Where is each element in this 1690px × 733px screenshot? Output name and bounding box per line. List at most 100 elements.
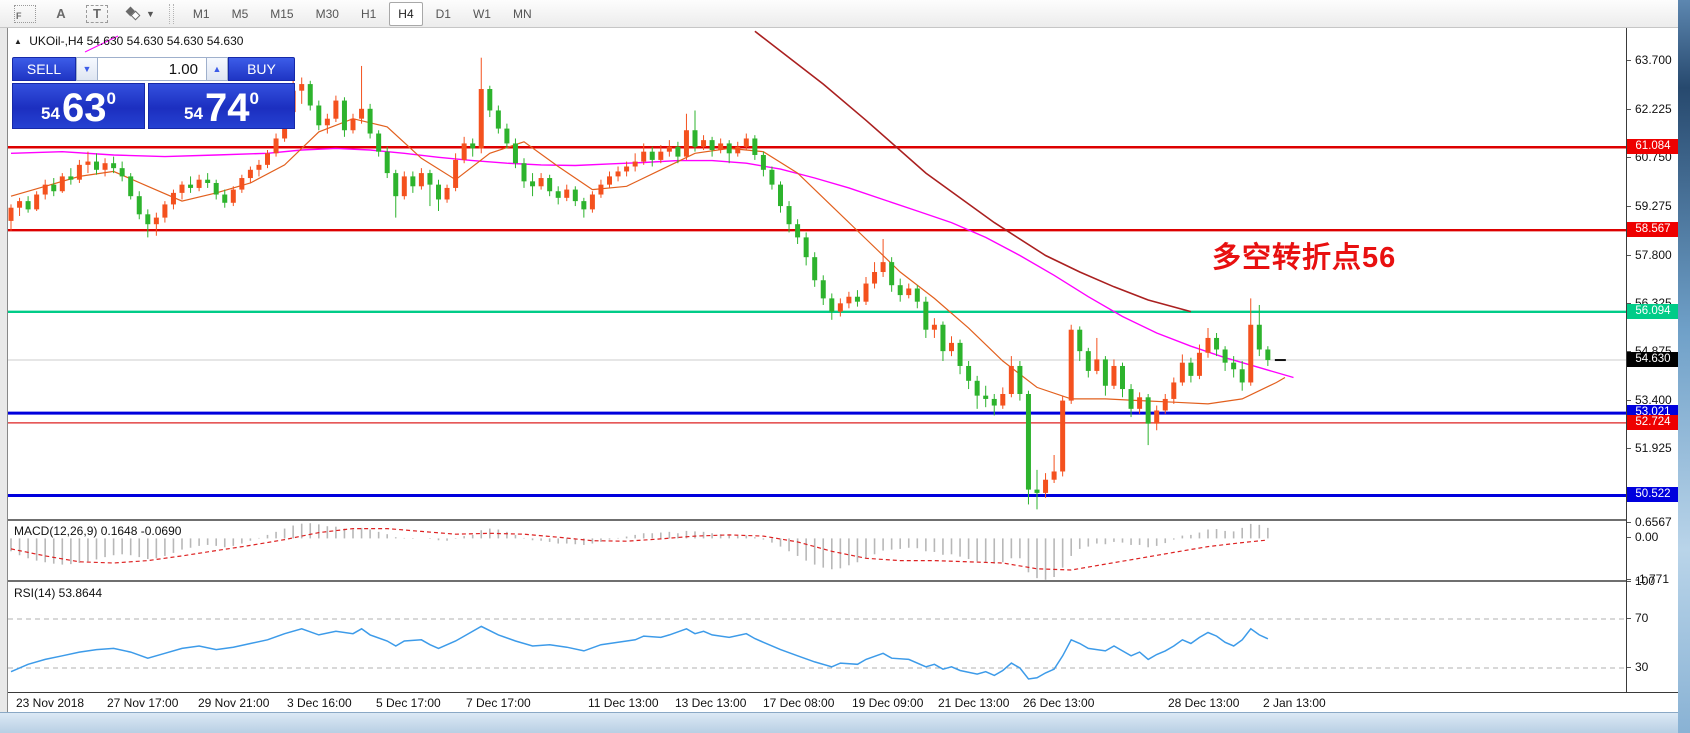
volume-input[interactable] xyxy=(98,57,206,81)
candle-body xyxy=(8,207,14,221)
candle-body xyxy=(1000,393,1006,406)
pane-separator[interactable] xyxy=(8,580,1626,582)
collapse-panel-icon[interactable]: ▲ xyxy=(14,37,22,46)
time-axis-label: 19 Dec 09:00 xyxy=(852,696,924,710)
candle-body xyxy=(418,173,424,187)
rsi-axis-label: 30 xyxy=(1627,660,1679,675)
candle-body xyxy=(931,324,937,330)
candle-body xyxy=(658,151,664,160)
candle-body xyxy=(846,296,852,304)
candle-body xyxy=(376,133,382,152)
candle-body xyxy=(1043,479,1049,493)
volume-increase-button[interactable]: ▲ xyxy=(206,57,228,81)
buy-price-prefix: 54 xyxy=(184,104,203,123)
candle-body xyxy=(974,380,980,396)
text-label-icon[interactable]: T xyxy=(86,4,108,23)
candle-body xyxy=(803,237,809,258)
candle-body xyxy=(136,196,142,215)
candle-body xyxy=(786,206,792,225)
time-axis-label: 2 Jan 13:00 xyxy=(1263,696,1326,710)
tab-timeframe-D1[interactable]: D1 xyxy=(435,6,451,21)
time-axis-label: 21 Dec 13:00 xyxy=(938,696,1010,710)
candle-body xyxy=(17,201,23,208)
candle-body xyxy=(1196,352,1202,376)
candle-body xyxy=(256,164,262,170)
annotation-text: 多空转折点56 xyxy=(1212,242,1397,274)
time-axis-label: 27 Nov 17:00 xyxy=(107,696,179,710)
candle-body xyxy=(966,365,972,381)
pane-separator[interactable] xyxy=(8,519,1626,521)
candle-body xyxy=(897,285,903,296)
candle-body xyxy=(213,182,219,195)
candle-body xyxy=(85,161,91,165)
candle-body xyxy=(1222,349,1228,363)
dropdown-caret-icon[interactable]: ▼ xyxy=(146,8,155,19)
candle-body xyxy=(34,194,40,210)
chart-plot-area[interactable] xyxy=(8,28,1626,692)
candle-body xyxy=(683,130,689,157)
price-badge: 58.567 xyxy=(1627,222,1679,238)
ma-slow-line xyxy=(10,147,1294,379)
candle-body xyxy=(949,342,954,352)
candle-body xyxy=(128,176,134,197)
tab-timeframe-M15[interactable]: M15 xyxy=(270,6,294,21)
time-axis-label: 17 Dec 08:00 xyxy=(763,696,835,710)
candle-body xyxy=(820,280,826,299)
candle-body xyxy=(649,151,655,160)
time-axis-label: 11 Dec 13:00 xyxy=(588,696,659,710)
candle-body xyxy=(547,178,553,192)
candle-body xyxy=(666,146,672,152)
trendline-fragment xyxy=(84,35,119,53)
tab-timeframe-H4[interactable]: H4 xyxy=(389,1,423,26)
candle-body xyxy=(222,194,228,203)
buy-price-main: 74 xyxy=(204,86,250,130)
tab-timeframe-W1[interactable]: W1 xyxy=(472,6,491,21)
candle-body xyxy=(1265,349,1271,361)
candle-body xyxy=(170,192,176,205)
tab-timeframe-M30[interactable]: M30 xyxy=(315,6,339,21)
candle-body xyxy=(880,262,886,273)
window-left-edge xyxy=(0,28,8,712)
candle-body xyxy=(709,140,715,151)
candle-body xyxy=(914,288,920,302)
candle-body xyxy=(572,189,578,202)
candle-body xyxy=(333,100,339,119)
candle-body xyxy=(102,163,108,170)
candle-body xyxy=(461,143,467,160)
chart-canvas[interactable] xyxy=(8,28,1626,692)
draw-objects-icon[interactable] xyxy=(122,5,144,23)
tab-timeframe-H1[interactable]: H1 xyxy=(360,6,377,21)
candle-body xyxy=(42,184,48,195)
sell-price-pip: 0 xyxy=(106,89,116,108)
buy-button[interactable]: BUY xyxy=(228,57,295,81)
symbol-label: UKOil-,H4 xyxy=(29,34,84,48)
tab-timeframe-MN[interactable]: MN xyxy=(512,6,532,21)
sell-button[interactable]: SELL xyxy=(12,57,76,81)
candle-body xyxy=(1256,324,1262,350)
candle-body xyxy=(324,118,330,126)
sell-price-button[interactable]: 54 63 0 xyxy=(12,83,145,129)
price-tick: 59.275 xyxy=(1627,199,1679,214)
candle-body xyxy=(1145,397,1151,424)
price-badge: 50.522 xyxy=(1627,487,1679,503)
candle-body xyxy=(607,176,612,185)
window-right-glass-edge xyxy=(1678,0,1690,733)
tab-timeframe-M5[interactable]: M5 xyxy=(231,6,249,21)
crosshair-grid-icon[interactable]: F xyxy=(14,4,36,23)
one-click-trade-panel: SELL ▼ ▲ BUY 54 63 0 54 74 0 xyxy=(12,57,295,129)
candle-body xyxy=(752,138,758,155)
buy-price-button[interactable]: 54 74 0 xyxy=(148,83,295,129)
candle-body xyxy=(1205,337,1211,353)
macd-axis-label: -1.771 xyxy=(1627,572,1679,587)
candle-body xyxy=(1060,400,1066,472)
tab-timeframe-M1[interactable]: M1 xyxy=(192,6,210,21)
candle-body xyxy=(1111,365,1117,386)
candle-body xyxy=(299,84,305,91)
candle-body xyxy=(1137,397,1143,409)
candle-body xyxy=(478,89,484,149)
ma-trend-line xyxy=(754,30,1192,313)
price-axis: 63.70062.22560.75059.27557.80056.32554.8… xyxy=(1626,28,1679,692)
buy-price-pip: 0 xyxy=(249,89,259,108)
volume-decrease-button[interactable]: ▼ xyxy=(76,57,98,81)
insert-text-icon[interactable]: A xyxy=(56,6,66,21)
